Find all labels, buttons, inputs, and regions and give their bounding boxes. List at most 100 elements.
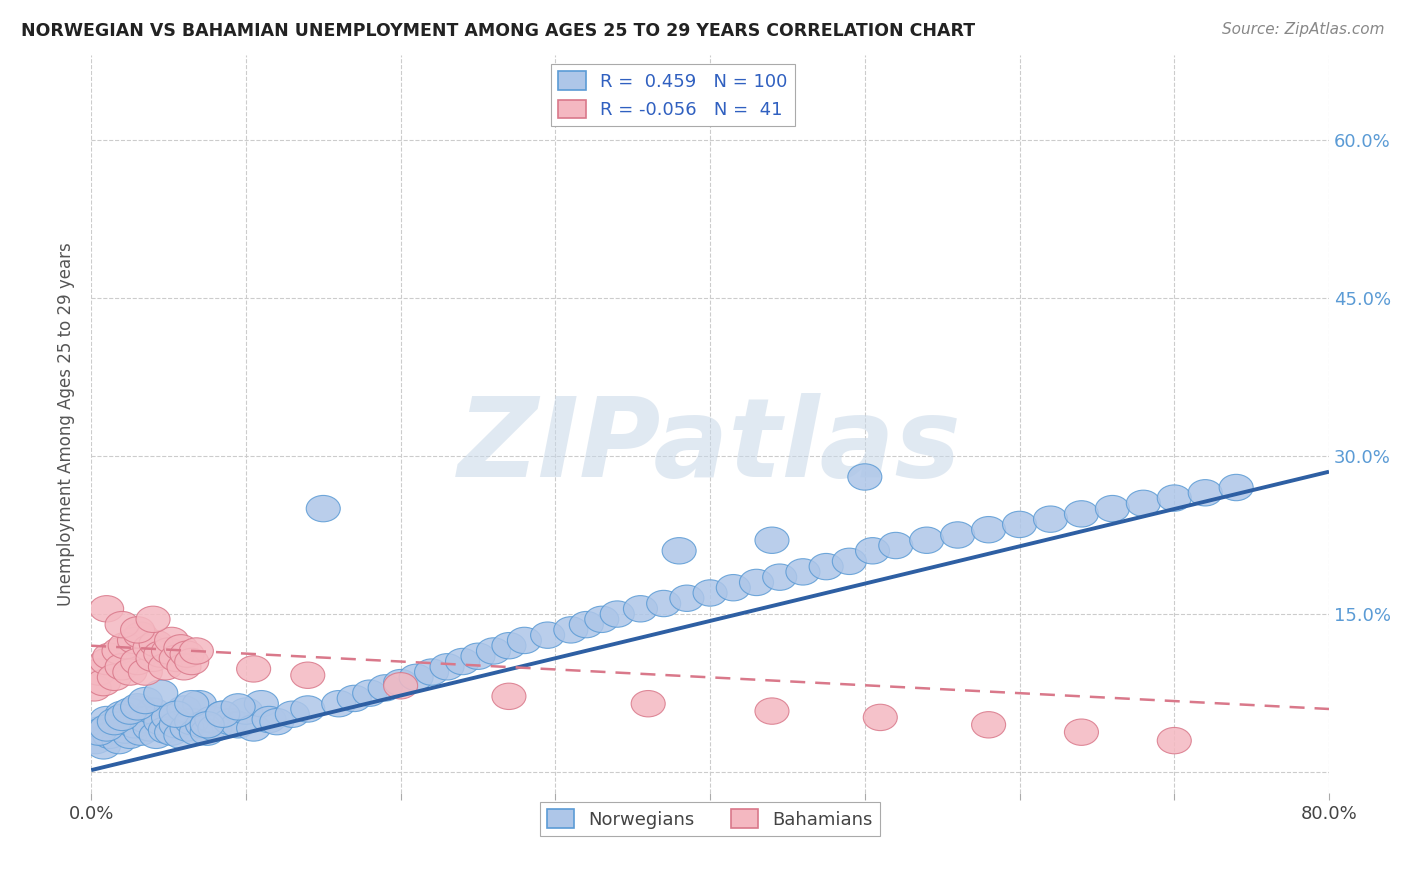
Ellipse shape xyxy=(879,533,912,558)
Ellipse shape xyxy=(941,522,974,549)
Ellipse shape xyxy=(221,694,254,720)
Ellipse shape xyxy=(112,659,146,685)
Ellipse shape xyxy=(508,627,541,654)
Ellipse shape xyxy=(167,696,201,723)
Ellipse shape xyxy=(740,569,773,596)
Ellipse shape xyxy=(108,717,142,743)
Ellipse shape xyxy=(477,638,510,665)
Ellipse shape xyxy=(87,732,121,759)
Ellipse shape xyxy=(128,659,162,685)
Ellipse shape xyxy=(1033,506,1067,533)
Ellipse shape xyxy=(384,673,418,699)
Ellipse shape xyxy=(631,690,665,717)
Ellipse shape xyxy=(143,641,177,667)
Ellipse shape xyxy=(112,723,146,748)
Ellipse shape xyxy=(1188,480,1222,506)
Ellipse shape xyxy=(180,638,214,665)
Ellipse shape xyxy=(136,698,170,724)
Ellipse shape xyxy=(1064,719,1098,746)
Ellipse shape xyxy=(121,616,155,643)
Ellipse shape xyxy=(97,708,131,735)
Ellipse shape xyxy=(214,708,247,735)
Ellipse shape xyxy=(236,714,270,741)
Ellipse shape xyxy=(430,654,464,680)
Ellipse shape xyxy=(492,683,526,709)
Ellipse shape xyxy=(112,698,146,724)
Ellipse shape xyxy=(554,616,588,643)
Ellipse shape xyxy=(755,527,789,553)
Ellipse shape xyxy=(910,527,943,553)
Ellipse shape xyxy=(143,680,177,706)
Ellipse shape xyxy=(121,694,155,720)
Ellipse shape xyxy=(236,656,270,682)
Ellipse shape xyxy=(384,669,418,696)
Ellipse shape xyxy=(143,708,177,735)
Ellipse shape xyxy=(90,648,124,674)
Ellipse shape xyxy=(134,714,167,741)
Ellipse shape xyxy=(105,654,139,680)
Ellipse shape xyxy=(669,585,704,611)
Text: NORWEGIAN VS BAHAMIAN UNEMPLOYMENT AMONG AGES 25 TO 29 YEARS CORRELATION CHART: NORWEGIAN VS BAHAMIAN UNEMPLOYMENT AMONG… xyxy=(21,22,976,40)
Ellipse shape xyxy=(276,701,309,728)
Ellipse shape xyxy=(252,706,285,732)
Ellipse shape xyxy=(972,712,1005,738)
Ellipse shape xyxy=(1157,728,1191,754)
Ellipse shape xyxy=(105,611,139,638)
Ellipse shape xyxy=(786,558,820,585)
Ellipse shape xyxy=(368,674,402,701)
Ellipse shape xyxy=(245,690,278,717)
Ellipse shape xyxy=(152,705,186,731)
Ellipse shape xyxy=(165,723,198,748)
Ellipse shape xyxy=(291,696,325,723)
Ellipse shape xyxy=(399,665,433,690)
Ellipse shape xyxy=(155,719,188,746)
Ellipse shape xyxy=(221,712,254,738)
Ellipse shape xyxy=(97,712,131,738)
Ellipse shape xyxy=(77,674,111,701)
Ellipse shape xyxy=(1002,511,1036,538)
Ellipse shape xyxy=(693,580,727,607)
Ellipse shape xyxy=(82,717,115,743)
Ellipse shape xyxy=(105,705,139,731)
Ellipse shape xyxy=(291,662,325,689)
Ellipse shape xyxy=(90,714,124,741)
Text: Source: ZipAtlas.com: Source: ZipAtlas.com xyxy=(1222,22,1385,37)
Ellipse shape xyxy=(180,719,214,746)
Ellipse shape xyxy=(174,648,208,674)
Ellipse shape xyxy=(90,706,124,732)
Ellipse shape xyxy=(136,607,170,632)
Ellipse shape xyxy=(159,712,193,738)
Ellipse shape xyxy=(808,553,844,580)
Ellipse shape xyxy=(1157,485,1191,511)
Ellipse shape xyxy=(569,611,603,638)
Ellipse shape xyxy=(139,723,173,748)
Ellipse shape xyxy=(205,701,239,728)
Ellipse shape xyxy=(848,464,882,491)
Ellipse shape xyxy=(762,564,797,591)
Ellipse shape xyxy=(832,549,866,574)
Ellipse shape xyxy=(149,717,183,743)
Ellipse shape xyxy=(128,688,162,714)
Ellipse shape xyxy=(174,690,208,717)
Ellipse shape xyxy=(97,665,131,690)
Y-axis label: Unemployment Among Ages 25 to 29 years: Unemployment Among Ages 25 to 29 years xyxy=(58,243,75,607)
Ellipse shape xyxy=(103,728,136,754)
Ellipse shape xyxy=(353,680,387,706)
Ellipse shape xyxy=(662,538,696,564)
Ellipse shape xyxy=(108,632,142,659)
Ellipse shape xyxy=(124,719,157,746)
Ellipse shape xyxy=(195,706,229,732)
Legend: Norwegians, Bahamians: Norwegians, Bahamians xyxy=(540,802,880,836)
Ellipse shape xyxy=(1219,475,1253,500)
Ellipse shape xyxy=(82,659,115,685)
Ellipse shape xyxy=(118,627,152,654)
Ellipse shape xyxy=(121,648,155,674)
Ellipse shape xyxy=(307,495,340,522)
Ellipse shape xyxy=(205,701,239,728)
Ellipse shape xyxy=(186,712,219,738)
Ellipse shape xyxy=(165,634,198,661)
Ellipse shape xyxy=(134,634,167,661)
Ellipse shape xyxy=(855,538,890,564)
Ellipse shape xyxy=(139,631,173,657)
Ellipse shape xyxy=(149,654,183,680)
